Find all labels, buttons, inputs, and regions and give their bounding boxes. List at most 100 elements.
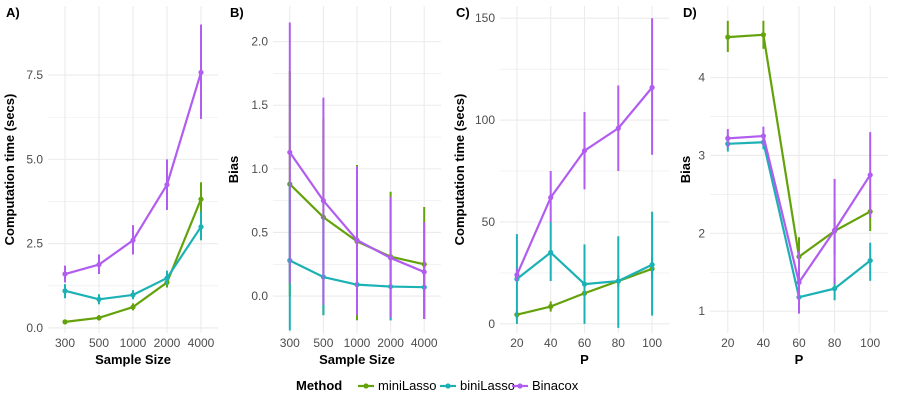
x-axis-title: Sample Size <box>95 352 171 367</box>
y-tick-label: 2.0 <box>251 35 268 49</box>
y-tick-label: 4 <box>698 71 705 85</box>
data-point <box>62 319 68 325</box>
data-point <box>388 255 394 261</box>
data-point <box>649 84 655 91</box>
x-tick-label: 20 <box>510 336 524 350</box>
data-point <box>548 303 554 310</box>
legend-key-point <box>445 383 451 389</box>
x-tick-label: 2000 <box>154 336 181 350</box>
data-point <box>130 237 136 243</box>
x-axis-title: Sample Size <box>319 352 395 367</box>
y-axis-title: Bias <box>226 156 241 183</box>
y-tick-label: 1.0 <box>251 162 268 176</box>
data-point <box>320 198 326 204</box>
data-point <box>62 288 68 294</box>
legend-title: Method <box>296 378 342 393</box>
y-axis-title: Computation time (secs) <box>452 94 467 246</box>
data-point <box>198 196 204 202</box>
legend-item-binilasso: biniLasso <box>440 378 515 393</box>
panel-a: 0.0 2.5 5.0 7.5 300 500 1000 2000 4000 A) Sample S… <box>2 5 218 367</box>
y-tick-label: 0.0 <box>251 289 268 303</box>
panel-label: A) <box>6 5 20 20</box>
data-point <box>198 224 204 230</box>
series-binilasso <box>514 211 655 328</box>
x-tick-label: 80 <box>612 336 626 350</box>
y-axis-title: Bias <box>678 156 693 183</box>
legend-label: biniLasso <box>460 378 515 393</box>
x-tick-label: 60 <box>792 336 806 350</box>
y-tick-label: 0 <box>488 317 495 331</box>
x-tick-label: 500 <box>89 336 109 350</box>
y-tick-label: 1.5 <box>251 98 268 112</box>
y-tick-label: 0.0 <box>26 321 43 335</box>
data-point <box>96 315 102 321</box>
panel-label: D) <box>683 5 697 20</box>
y-tick-label: 150 <box>475 11 495 25</box>
data-point <box>354 237 360 243</box>
x-tick-label: 100 <box>642 336 662 350</box>
panel-label: C) <box>456 5 470 20</box>
data-point <box>548 194 554 201</box>
panel-d: 1 2 3 4 20 40 60 80 100 D) P Bias <box>678 5 888 367</box>
x-axis-title: P <box>795 352 804 367</box>
x-axis-title: P <box>580 352 589 367</box>
x-tick-label: 40 <box>757 336 771 350</box>
data-point <box>760 133 767 139</box>
series-binacox <box>725 126 873 314</box>
legend-label: Binacox <box>532 378 579 393</box>
legend: Method miniLasso biniLasso Binacox <box>296 378 579 393</box>
x-tick-label: 60 <box>578 336 592 350</box>
data-point <box>832 227 838 233</box>
y-tick-label: 1 <box>698 304 705 318</box>
y-tick-label: 5.0 <box>26 152 43 166</box>
data-point <box>198 69 204 76</box>
x-tick-label: 80 <box>828 336 842 350</box>
data-point <box>725 34 731 40</box>
x-tick-label: 20 <box>721 336 735 350</box>
data-point <box>615 125 621 131</box>
x-tick-label: 100 <box>860 336 880 350</box>
data-point <box>164 182 170 188</box>
panel-b: 0.0 0.5 1.0 1.5 2.0 300 500 1000 2000 4000 B) Sampl… <box>226 5 441 367</box>
legend-item-minilasso: miniLasso <box>358 378 437 393</box>
x-tick-label: 4000 <box>411 336 438 350</box>
legend-label: miniLasso <box>378 378 437 393</box>
legend-key-point <box>363 383 369 389</box>
y-tick-label: 2.5 <box>26 237 43 251</box>
y-tick-label: 50 <box>482 215 496 229</box>
y-tick-label: 3 <box>698 148 705 162</box>
x-tick-label: 2000 <box>377 336 404 350</box>
data-point <box>96 296 102 302</box>
data-point <box>832 286 838 292</box>
data-point <box>649 262 655 268</box>
x-tick-label: 4000 <box>188 336 215 350</box>
data-point <box>164 275 170 281</box>
series-binacox <box>514 18 655 282</box>
series-binacox <box>287 22 427 320</box>
data-point <box>615 278 621 284</box>
legend-item-binacox: Binacox <box>512 378 579 393</box>
y-tick-label: 100 <box>475 113 495 127</box>
legend-key-point <box>517 383 523 389</box>
data-point <box>796 279 802 285</box>
series-binilasso <box>62 211 204 305</box>
series-binacox <box>62 24 204 283</box>
data-point <box>96 261 102 268</box>
x-tick-label: 300 <box>280 336 300 350</box>
y-tick-label: 7.5 <box>26 68 43 82</box>
x-tick-label: 300 <box>55 336 75 350</box>
data-point <box>62 271 68 277</box>
data-point <box>287 149 293 155</box>
data-point <box>581 148 588 154</box>
data-point <box>548 249 554 256</box>
x-tick-label: 40 <box>544 336 558 350</box>
data-point <box>514 272 520 278</box>
data-point <box>760 32 767 38</box>
data-point <box>867 257 873 264</box>
data-point <box>581 281 588 287</box>
data-point <box>130 292 136 298</box>
data-point <box>421 269 427 275</box>
y-axis-title: Computation time (secs) <box>2 94 17 246</box>
y-tick-label: 2 <box>698 226 705 240</box>
